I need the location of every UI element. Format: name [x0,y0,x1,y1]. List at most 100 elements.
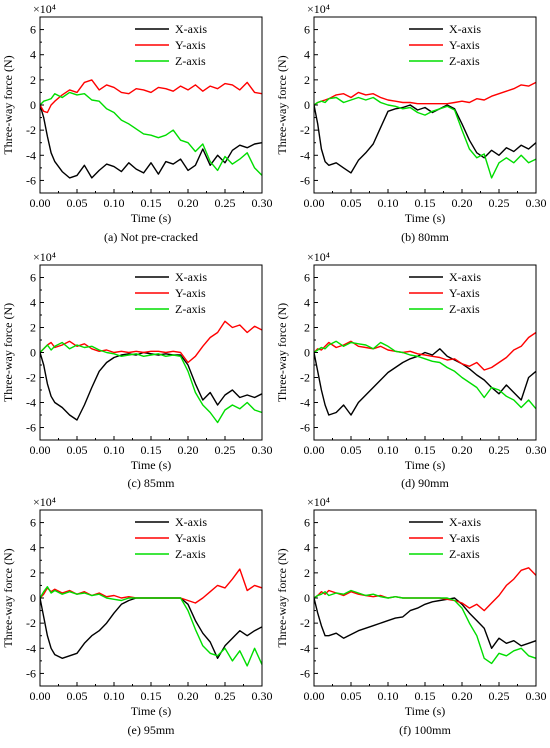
series-line-z-axis [40,91,262,176]
legend-label: X-axis [449,22,481,36]
y-tick-label: -2 [26,123,36,137]
x-tick-label: 0.30 [526,196,547,210]
series-line-x-axis [40,104,262,179]
x-tick-label: 0.00 [30,443,51,457]
y-tick-label: -2 [26,371,36,385]
series-lines [40,568,262,667]
y-tick-label: 4 [30,48,36,62]
y-tick-label: 6 [30,23,36,37]
series-line-x-axis [314,104,536,174]
y-multiplier: ×10⁴ [33,2,56,16]
panel-caption: (d) 90mm [401,476,449,490]
x-tick-label: 0.10 [378,689,399,703]
x-tick-label: 0.20 [452,196,473,210]
panel-caption: (e) 95mm [128,723,176,737]
x-axis-label: Time (s) [131,458,172,472]
y-tick-label: 2 [30,321,36,335]
y-tick-label: 6 [30,516,36,530]
y-multiplier: ×10⁴ [307,2,330,16]
y-tick-label: -4 [26,148,36,162]
y-axis-label: Three-way force (N) [1,55,15,154]
x-tick-label: 0.10 [378,443,399,457]
series-line-x-axis [40,597,262,659]
y-tick-label: 0 [304,591,310,605]
chart-panel-4: 0.00 0.05 0.10 0.15 0.20 0.25 0.30 -6 -4 -2 0 2 4 6 ×1… [275,250,547,490]
x-tick-label: 0.10 [104,443,125,457]
y-tick-label: 4 [304,296,310,310]
y-tick-label: 6 [304,271,310,285]
y-tick-label: 0 [304,346,310,360]
chart-panel-6: 0.00 0.05 0.10 0.15 0.20 0.25 0.30 -6 -4 -2 0 2 4 6 ×1… [275,495,547,737]
x-tick-label: 0.10 [378,196,399,210]
legend-label: Z-axis [175,302,206,316]
y-tick-label: -4 [26,641,36,655]
x-tick-label: 0.20 [178,196,199,210]
x-axis-label: Time (s) [405,704,446,718]
y-axis-label: Three-way force (N) [275,55,289,154]
x-tick-label: 0.25 [215,443,236,457]
legend-label: X-axis [449,270,481,284]
series-line-z-axis [314,96,536,179]
y-tick-label: 2 [304,73,310,87]
panel-caption: (b) 80mm [401,230,449,244]
x-tick-label: 0.00 [30,689,51,703]
x-tick-label: 0.20 [178,443,199,457]
panel-caption: (f) 100mm [399,723,451,737]
y-tick-label: -4 [300,396,310,410]
legend-label: X-axis [175,22,207,36]
y-tick-label: 6 [30,271,36,285]
series-lines [40,320,262,424]
x-tick-label: 0.25 [489,443,510,457]
y-multiplier: ×10⁴ [33,495,56,509]
x-tick-label: 0.00 [304,689,325,703]
series-line-y-axis [314,81,536,106]
x-tick-label: 0.15 [141,689,162,703]
legend-label: Y-axis [175,531,206,545]
series-line-y-axis [40,320,262,364]
y-tick-label: 0 [304,98,310,112]
y-tick-label: -6 [300,421,310,435]
x-tick-label: 0.10 [104,196,125,210]
y-tick-label: 4 [30,296,36,310]
x-tick-label: 0.00 [304,196,325,210]
y-tick-label: -2 [26,616,36,630]
series-lines [314,567,536,665]
y-tick-label: 0 [30,98,36,112]
y-axis-label: Three-way force (N) [275,303,289,402]
y-axis-label: Three-way force (N) [275,548,289,647]
legend-label: Z-axis [449,54,480,68]
x-tick-label: 0.15 [141,443,162,457]
x-tick-label: 0.20 [178,689,199,703]
series-lines [314,331,536,416]
series-lines [40,79,262,179]
x-tick-label: 0.30 [252,689,273,703]
series-line-y-axis [314,331,536,371]
plot-frame [39,16,263,194]
y-axis-label: Three-way force (N) [1,548,15,647]
x-tick-label: 0.05 [341,443,362,457]
legend-label: X-axis [175,515,207,529]
y-axis-label: Three-way force (N) [1,303,15,402]
y-tick-label: 0 [30,346,36,360]
x-tick-label: 0.00 [304,443,325,457]
y-tick-label: -4 [300,641,310,655]
x-tick-label: 0.15 [415,196,436,210]
y-tick-label: -2 [300,123,310,137]
y-tick-label: 6 [304,516,310,530]
legend-label: X-axis [449,515,481,529]
legend-label: Y-axis [175,38,206,52]
legend-label: Y-axis [449,38,480,52]
chart-panel-2: 0.00 0.05 0.10 0.15 0.20 0.25 0.30 -6 -4 -2 0 2 4 6 ×1… [275,2,547,244]
x-tick-label: 0.30 [252,443,273,457]
plot-frame [313,16,537,194]
y-tick-label: 2 [30,73,36,87]
x-tick-label: 0.10 [104,689,125,703]
series-line-z-axis [314,340,536,410]
x-axis-label: Time (s) [131,211,172,225]
panel-caption: (c) 85mm [128,476,176,490]
x-axis-label: Time (s) [405,458,446,472]
x-tick-label: 0.30 [252,196,273,210]
x-tick-label: 0.05 [67,196,88,210]
x-tick-label: 0.25 [215,689,236,703]
